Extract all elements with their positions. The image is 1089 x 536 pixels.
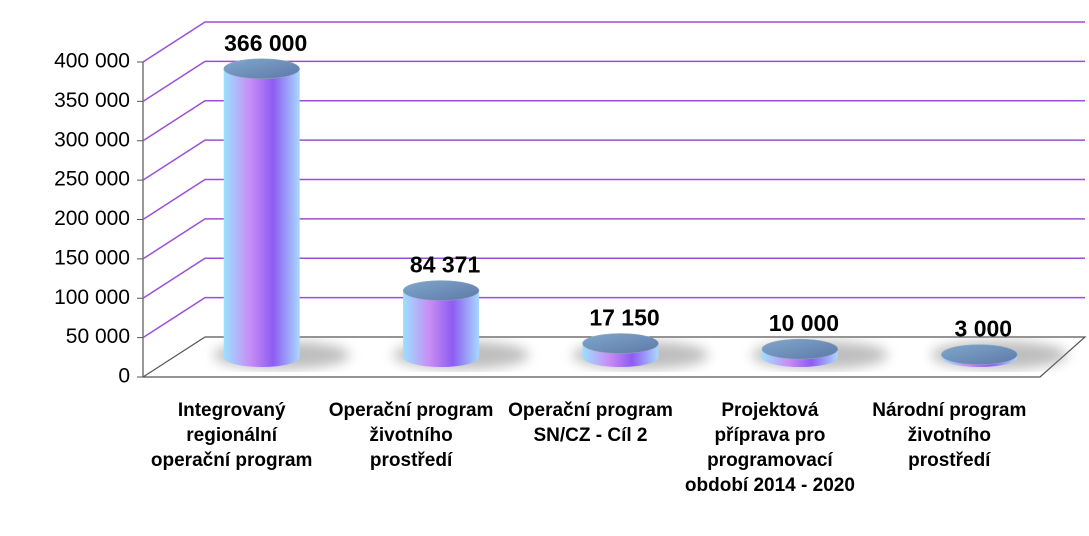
grid-line	[142, 218, 1085, 260]
bar	[761, 338, 839, 367]
bar-top	[941, 344, 1018, 365]
bar-top	[761, 338, 839, 360]
bar-body	[223, 68, 300, 368]
bar-body	[403, 290, 480, 367]
x-tick-label: Operační program SN/CZ - Cíl 2	[508, 400, 673, 446]
y-tick-label: 150 000	[54, 246, 130, 269]
grid-line	[142, 257, 1085, 299]
x-tick-label: Národní program životního prostředí	[872, 400, 1027, 471]
data-label: 84 371	[410, 252, 481, 278]
grid-line	[142, 21, 1085, 63]
grid-line	[142, 139, 1085, 181]
x-tick-label: Integrovaný regionální operační program	[150, 400, 313, 471]
y-tick-label: 400 000	[54, 50, 130, 73]
grid-line	[142, 60, 1085, 103]
y-tick-label: 0	[118, 365, 130, 388]
bar-top	[582, 333, 659, 354]
bar	[402, 280, 480, 367]
data-label: 366 000	[224, 30, 307, 56]
y-tick-label: 350 000	[54, 89, 130, 112]
bar	[223, 58, 300, 368]
y-tick-label: 200 000	[54, 207, 130, 230]
bar-top	[402, 280, 480, 301]
data-label: 17 150	[589, 305, 659, 331]
grid-line	[142, 178, 1085, 221]
y-tick-label: 50 000	[66, 325, 130, 348]
x-tick-label: Operační program životního prostředí	[328, 400, 494, 471]
grid-line	[142, 100, 1085, 142]
data-label: 3 000	[955, 316, 1013, 342]
bar	[941, 344, 1018, 367]
bar-top	[223, 58, 300, 80]
grid-line	[142, 296, 1085, 339]
y-tick-label: 100 000	[54, 286, 130, 309]
y-tick-label: 300 000	[54, 128, 130, 151]
floor	[142, 336, 1087, 378]
bar	[582, 333, 659, 367]
data-label: 10 000	[769, 310, 839, 336]
y-tick-label: 250 000	[54, 168, 130, 191]
x-tick-label: Projektová příprava pro programovací obd…	[684, 400, 855, 496]
